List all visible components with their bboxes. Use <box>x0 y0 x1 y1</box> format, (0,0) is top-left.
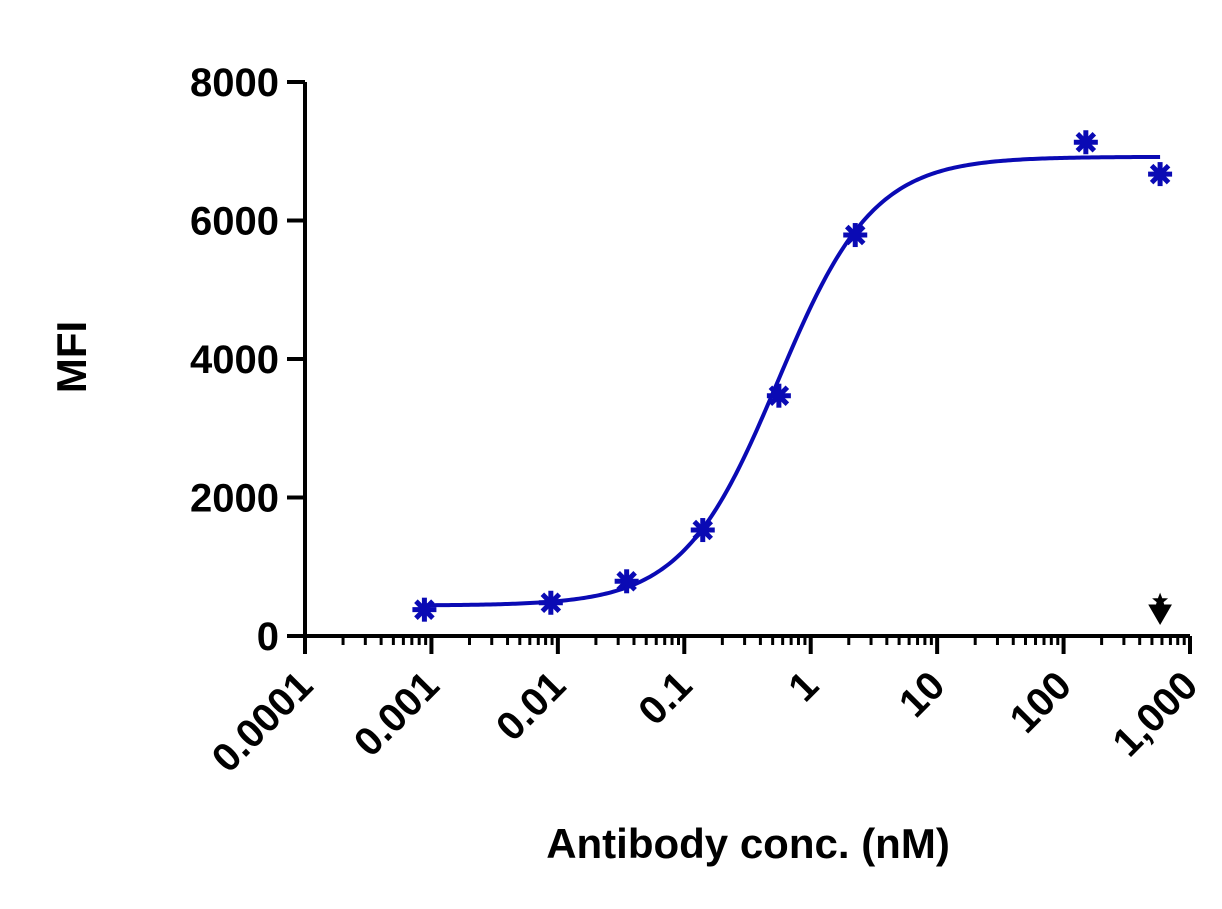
y-tick-label: 8000 <box>190 61 279 105</box>
y-axis-title: MFI <box>48 321 95 393</box>
ticks: 0 2000 4000 6000 8000 0.0001 0.001 0.01 0.1 1 10 10… <box>190 61 1206 781</box>
y-tick-label: 6000 <box>190 200 279 244</box>
data-points <box>412 130 1173 622</box>
data-point <box>538 590 563 615</box>
x-tick-label: 100 <box>1002 663 1080 741</box>
axes <box>303 82 1190 638</box>
y-tick-label: 4000 <box>190 338 279 382</box>
fit-curve <box>424 154 1161 608</box>
fit-curve-layer <box>424 154 1161 608</box>
x-axis-title: Antibody conc. (nM) <box>546 820 950 867</box>
x-tick-label: 1,000 <box>1104 663 1206 765</box>
y-tick-label: 0 <box>257 615 279 659</box>
x-tick-label: 0.1 <box>630 663 700 733</box>
data-point <box>843 223 868 248</box>
x-tick-label: 0.01 <box>488 663 574 749</box>
x-tick-label: 1 <box>780 663 827 710</box>
data-point <box>766 383 791 408</box>
x-tick-label: 0.0001 <box>204 663 322 781</box>
y-tick-label: 2000 <box>190 477 279 521</box>
data-point <box>690 518 715 543</box>
data-point <box>1148 162 1173 187</box>
x-tick-label: 0.001 <box>346 663 448 765</box>
data-point <box>614 569 639 594</box>
annotations <box>1148 592 1172 625</box>
data-point <box>412 597 437 622</box>
arrow-down-with-star-icon <box>1148 592 1172 625</box>
data-point <box>1073 130 1098 155</box>
x-tick-label: 10 <box>891 663 954 726</box>
